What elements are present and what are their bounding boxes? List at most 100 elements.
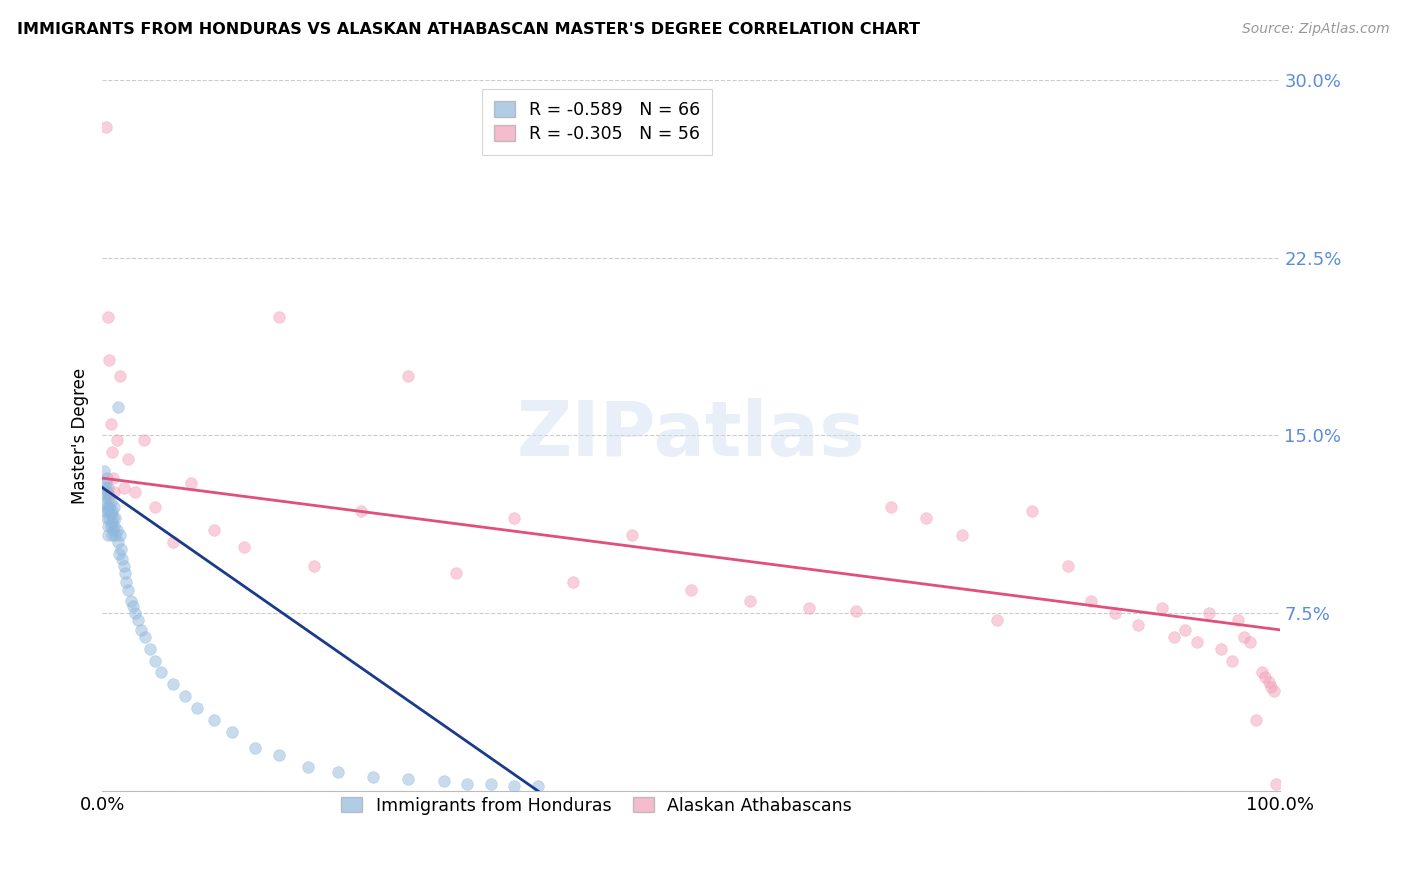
Point [527,779,550,793]
Point [105,434,128,448]
Point [100,495,122,509]
Point [94,495,117,509]
Point [98,352,121,367]
Point [100,417,122,431]
Point [110,542,132,557]
Point [105,523,128,537]
Point [1254,670,1277,684]
Y-axis label: Master's Degree: Master's Degree [72,368,89,503]
Point [122,599,145,613]
Point [97,492,120,507]
Point [1021,504,1043,518]
Point [97,528,120,542]
Point [97,310,120,324]
Point [1260,680,1282,694]
Point [297,760,319,774]
Point [433,774,456,789]
Point [98,500,121,514]
Point [202,713,225,727]
Point [880,500,903,514]
Point [1251,665,1274,680]
Point [1150,601,1173,615]
Point [115,575,138,590]
Point [103,518,125,533]
Point [127,613,149,627]
Point [1265,777,1288,791]
Point [104,528,127,542]
Point [456,777,478,791]
Point [138,641,160,656]
Point [1244,713,1267,727]
Point [96,471,118,485]
Point [101,528,124,542]
Point [1258,675,1281,690]
Point [145,654,167,668]
Legend: Immigrants from Honduras, Alaskan Athabascans: Immigrants from Honduras, Alaskan Athaba… [330,786,862,825]
Point [94,504,117,518]
Point [162,677,184,691]
Point [94,488,117,502]
Point [180,475,202,490]
Point [621,528,644,542]
Point [112,481,135,495]
Point [100,518,122,533]
Point [1174,623,1197,637]
Point [101,471,124,485]
Point [98,488,121,502]
Point [104,511,127,525]
Point [267,310,290,324]
Point [101,523,124,537]
Point [97,518,120,533]
Point [950,528,973,542]
Point [503,511,526,525]
Point [93,464,115,478]
Point [134,630,156,644]
Point [97,481,120,495]
Point [145,500,167,514]
Point [173,689,195,703]
Point [150,665,173,680]
Point [1209,641,1232,656]
Point [108,369,131,384]
Point [100,507,122,521]
Point [679,582,702,597]
Point [232,540,254,554]
Point [101,504,124,518]
Point [361,770,384,784]
Point [97,504,120,518]
Point [479,777,502,791]
Point [108,528,131,542]
Point [797,601,820,615]
Point [108,547,131,561]
Point [132,434,155,448]
Point [162,535,184,549]
Point [96,500,118,514]
Point [129,623,152,637]
Point [1128,618,1150,632]
Point [112,558,135,573]
Point [304,558,326,573]
Point [1239,634,1261,648]
Point [1080,594,1102,608]
Point [94,481,117,495]
Point [117,452,139,467]
Text: IMMIGRANTS FROM HONDURAS VS ALASKAN ATHABASCAN MASTER'S DEGREE CORRELATION CHART: IMMIGRANTS FROM HONDURAS VS ALASKAN ATHA… [17,22,920,37]
Point [1222,654,1244,668]
Point [915,511,938,525]
Point [503,779,526,793]
Point [738,594,761,608]
Text: ZIPatlas: ZIPatlas [516,399,865,473]
Point [107,535,129,549]
Point [1104,606,1126,620]
Point [1227,613,1250,627]
Point [107,400,129,414]
Point [94,120,117,135]
Point [124,485,146,500]
Point [103,485,125,500]
Point [103,500,125,514]
Point [96,511,118,525]
Point [444,566,467,580]
Point [98,511,121,525]
Point [94,475,117,490]
Point [120,594,142,608]
